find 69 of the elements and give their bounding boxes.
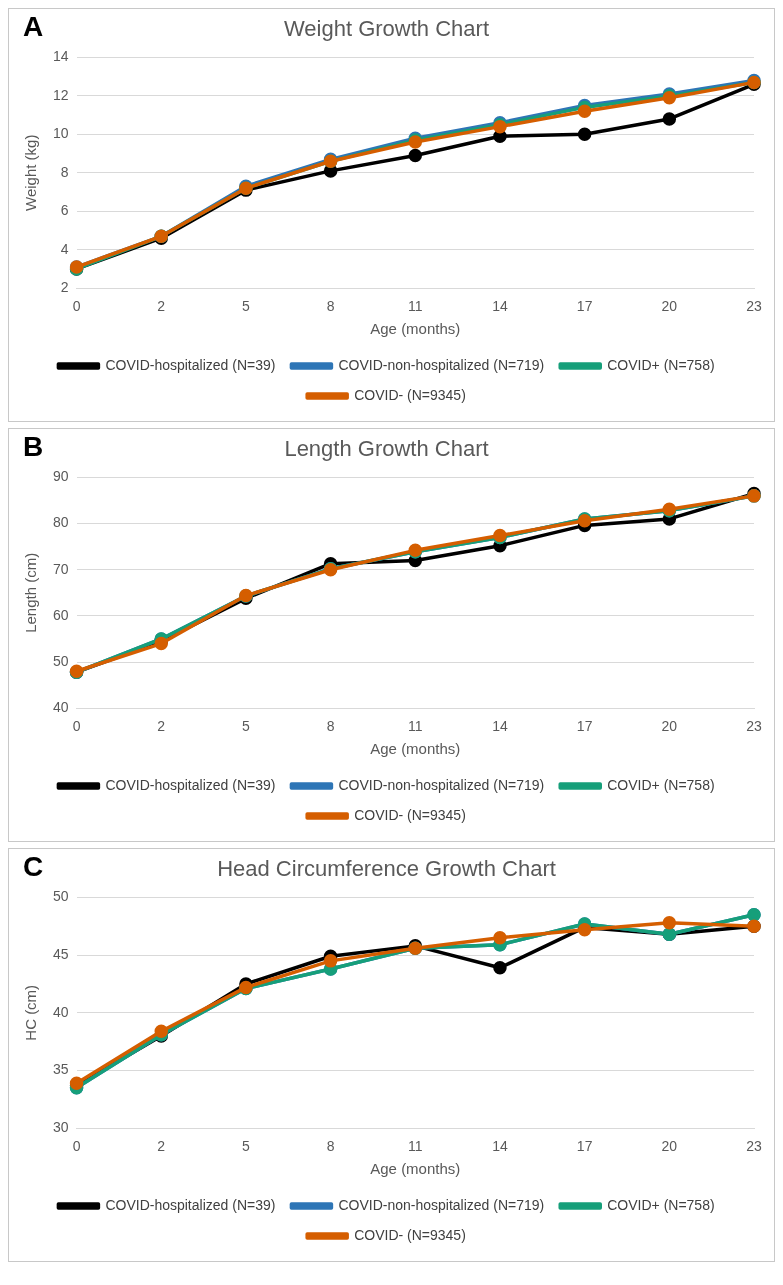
x-tick-label: 23: [746, 298, 762, 315]
y-tick-label: 6: [60, 202, 69, 219]
x-tick-label: 0: [72, 718, 81, 735]
y-tick-label: 14: [52, 48, 69, 65]
text: B: [23, 431, 44, 463]
legend-label: COVID-non-hospitalized (N=719): [338, 356, 545, 373]
x-tick-label: 8: [326, 718, 335, 735]
x-tick-label: 5: [242, 718, 251, 735]
legend-label: COVID- (N=9345): [354, 386, 466, 403]
x-tick-label: 8: [326, 298, 335, 315]
y-tick-label: 45: [52, 945, 69, 962]
y-tick-label: 60: [52, 606, 69, 623]
y-tick-label: 50: [52, 652, 69, 669]
x-tick-label: 20: [661, 1138, 678, 1155]
legend-label: COVID-hospitalized (N=39): [105, 1196, 276, 1213]
x-tick-label: 17: [576, 718, 593, 735]
x-tick-label: 17: [576, 298, 593, 315]
x-tick-label: 11: [408, 1138, 423, 1155]
y-tick-label: 35: [52, 1061, 69, 1078]
legend-label: COVID-non-hospitalized (N=719): [338, 1196, 545, 1213]
y-tick-label: 80: [52, 514, 69, 531]
text: C: [23, 851, 44, 883]
y-tick-label: 40: [52, 1003, 69, 1020]
y-tick-label: 30: [52, 1119, 69, 1136]
x-tick-label: 0: [72, 298, 81, 315]
x-tick-label: 2: [157, 298, 166, 315]
y-tick-label: 8: [60, 163, 69, 180]
legend-label: COVID-hospitalized (N=39): [105, 776, 276, 793]
x-tick-label: 17: [576, 1138, 593, 1155]
y-tick-label: 40: [52, 699, 69, 716]
x-tick-label: 2: [157, 1138, 166, 1155]
x-tick-label: 11: [408, 298, 423, 315]
x-tick-label: 0: [72, 1138, 81, 1155]
x-tick-label: 5: [242, 298, 251, 315]
x-tick-label: 23: [746, 1138, 762, 1155]
legend-label: COVID- (N=9345): [354, 1226, 466, 1243]
legend-label: COVID+ (N=758): [607, 776, 715, 793]
chart-title: Weight Growth Chart: [283, 16, 490, 42]
x-tick-label: 23: [746, 718, 762, 735]
y-tick-label: 10: [52, 125, 69, 142]
legend-label: COVID-non-hospitalized (N=719): [338, 776, 545, 793]
y-tick-label: 2: [60, 279, 69, 296]
x-tick-label: 2: [157, 718, 166, 735]
legend-label: COVID-hospitalized (N=39): [105, 356, 276, 373]
y-axis-title: Length (cm): [22, 552, 40, 633]
x-tick-label: 14: [492, 298, 508, 315]
x-tick-label: 5: [242, 1138, 251, 1155]
y-tick-label: 70: [52, 560, 69, 577]
x-axis-title: Age (months): [370, 320, 461, 338]
y-tick-label: 12: [52, 86, 69, 103]
x-tick-label: 20: [661, 718, 678, 735]
text: A: [23, 11, 44, 43]
x-tick-label: 11: [408, 718, 423, 735]
x-tick-label: 20: [661, 298, 678, 315]
x-tick-label: 8: [326, 1138, 335, 1155]
legend-label: COVID+ (N=758): [607, 356, 715, 373]
legend-label: COVID+ (N=758): [607, 1196, 715, 1213]
y-tick-label: 50: [52, 888, 69, 905]
chart-title: Length Growth Chart: [284, 436, 489, 462]
x-axis-title: Age (months): [370, 1160, 461, 1178]
x-axis-title: Age (months): [370, 740, 461, 758]
y-axis-title: HC (cm): [22, 984, 40, 1041]
chart-title: Head Circumference Growth Chart: [217, 856, 556, 882]
y-axis-title: Weight (kg): [22, 134, 40, 212]
x-tick-label: 14: [492, 718, 508, 735]
legend-label: COVID- (N=9345): [354, 806, 466, 823]
y-tick-label: 4: [60, 240, 69, 257]
x-tick-label: 14: [492, 1138, 508, 1155]
y-tick-label: 90: [52, 468, 69, 485]
